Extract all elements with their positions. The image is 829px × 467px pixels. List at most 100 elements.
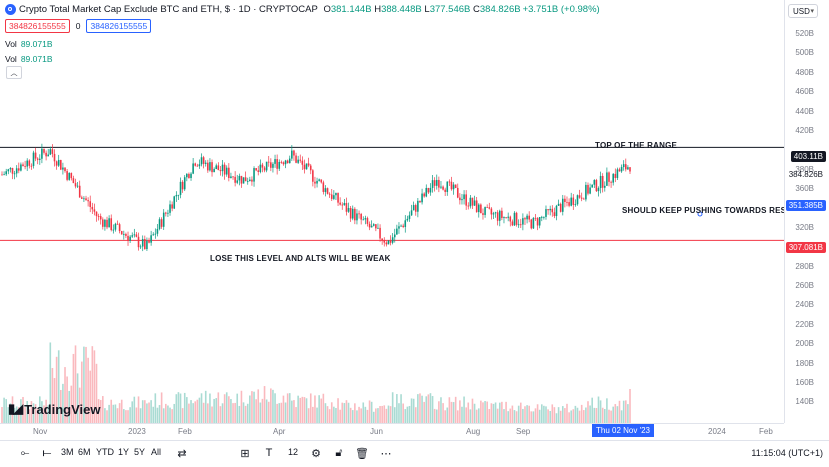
ray-tool-icon[interactable]: ⟝ [42,446,52,459]
volume-bar [368,400,371,423]
candle [585,184,587,200]
candle [387,240,390,245]
settings-gear-icon[interactable]: ⚙ [311,447,321,460]
candle [349,207,352,219]
time-label: Nov [33,427,48,436]
candle [246,181,249,182]
time-axis[interactable]: Nov 2023 Feb Apr Jun Aug Sep 2024 Feb [0,423,784,440]
volume-bar [330,402,333,423]
range-3m-button[interactable]: 3M [61,447,74,457]
range-all-button[interactable]: All [151,447,162,457]
candle [314,181,316,184]
volume-bar [312,406,314,423]
volume-bar [249,395,251,423]
volume-bar [522,408,524,423]
volume-bar [354,403,356,423]
volume-legend-1[interactable]: Vol 89.071B [5,39,53,49]
volume-bar [377,408,379,423]
candle [343,203,346,206]
range-1y-button[interactable]: 1Y [118,447,130,457]
sell-button[interactable]: 384826155555 [5,19,70,33]
annotation-top-of-range[interactable]: TOP OF THE RANGE [595,141,678,150]
candle [129,236,131,241]
candle [28,160,31,166]
candle [158,219,161,229]
compare-icon[interactable]: ⇄ [177,447,187,460]
volume-bar [181,408,184,423]
candle [412,205,415,211]
candle [597,188,600,192]
volume-bar [364,406,367,423]
volume-bar [442,403,444,423]
chart-area[interactable]: Crypto Total Market Cap Exclude BTC and … [0,0,784,423]
volume-bar [5,399,8,423]
candle [7,169,10,172]
range-5y-button[interactable]: 5Y [134,447,146,457]
volume-bar [139,408,142,423]
clock[interactable]: 11:15:04 (UTC+1) [751,448,823,458]
trash-icon[interactable]: 🗑︎ [355,447,369,460]
annotation-lose-level[interactable]: LOSE THIS LEVEL AND ALTS WILL BE WEAK [210,254,391,263]
volume-bar [402,403,404,423]
candle [620,167,623,172]
volume-bar [15,406,18,423]
candle [139,246,142,248]
candle [322,182,325,192]
candle [34,152,37,159]
volume-bar [345,400,348,423]
candle [135,234,138,237]
buy-button[interactable]: 384826155555 [86,19,152,33]
candle [379,227,381,239]
lock-icon[interactable]: 🔓︎ [335,446,343,459]
volume-bar [81,361,83,423]
range-6m-button[interactable]: 6M [78,447,91,457]
candle [517,224,520,226]
candle [156,228,159,234]
candle [414,205,417,212]
currency-button[interactable]: USD ▾ [788,4,818,18]
volume-bar [253,391,255,423]
volume-bar [167,405,169,423]
volume-bar [295,407,297,423]
line-tool-icon[interactable]: ⟜ [20,446,30,459]
volume-bar [622,400,625,423]
volume-legend-2[interactable]: Vol 89.071B [5,54,53,64]
candle [530,219,533,229]
more-icon[interactable]: ⋯ [380,447,392,460]
range-ytd-button[interactable]: YTD [96,447,114,457]
price-chart[interactable] [0,0,784,423]
candle [488,207,491,209]
candle [192,163,194,174]
volume-bar [381,405,383,423]
volume-bar [99,399,102,423]
text-tool-icon[interactable]: T [265,447,273,459]
price-axis[interactable]: 540B520B500B480B460B440B420B380B360B340B… [784,0,829,423]
volume-bar [467,402,470,423]
candle [39,158,41,160]
volume-bar [606,398,608,423]
volume-bar [93,350,96,423]
candle [312,170,314,182]
volume-bar [118,403,121,423]
candle [587,184,589,194]
volume-bar [438,401,440,423]
volume-bar [171,409,173,423]
volume-bar [515,411,518,423]
candle [202,157,205,164]
candle [89,201,92,207]
candle [190,173,192,179]
volume-bar [553,407,556,423]
volume-bar [154,393,157,423]
candle [324,188,327,192]
symbol-title[interactable]: Crypto Total Market Cap Exclude BTC and … [19,4,318,15]
candle [465,194,467,206]
annotation-keep-pushing[interactable]: SHOULD KEEP PUSHING TOWARDS RESISTANCE [622,206,784,215]
collapse-legend-button[interactable]: ︿ [6,66,22,79]
volume-bar [26,401,29,423]
volume-bar [526,405,528,423]
counter-value[interactable]: 12 [288,447,299,457]
volume-bar [356,410,358,423]
tradingview-logo[interactable]: ▮◢ TradingView [8,401,101,417]
object-tree-icon[interactable]: ⊞ [240,447,250,460]
volume-bar [396,394,398,423]
